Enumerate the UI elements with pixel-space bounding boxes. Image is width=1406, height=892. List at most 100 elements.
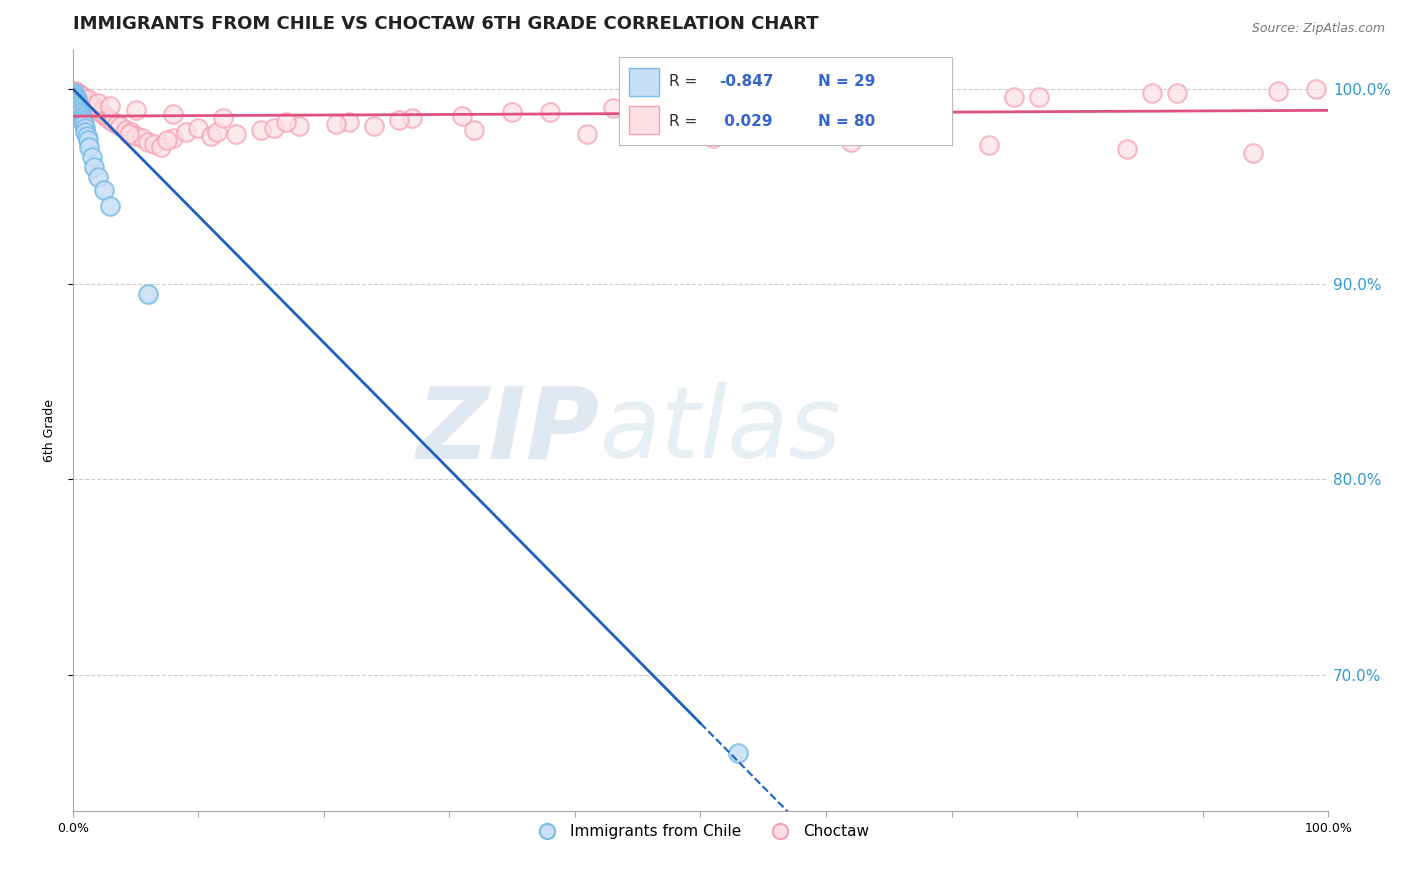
Point xyxy=(839,135,862,149)
Point xyxy=(65,86,87,100)
Point xyxy=(66,97,89,112)
Point xyxy=(162,107,184,121)
Point xyxy=(136,286,159,301)
Point xyxy=(65,84,87,98)
Point xyxy=(70,111,93,125)
Point xyxy=(65,95,87,110)
Point xyxy=(63,86,86,100)
Point xyxy=(727,746,749,760)
Point xyxy=(73,92,96,106)
Point xyxy=(93,183,115,197)
Point xyxy=(263,120,285,135)
Point xyxy=(1142,86,1164,100)
Point xyxy=(94,109,117,123)
Point xyxy=(77,140,100,154)
Point xyxy=(87,95,110,110)
Point xyxy=(979,138,1001,153)
Point xyxy=(156,133,179,147)
Point xyxy=(638,102,661,116)
Point xyxy=(149,140,172,154)
Point xyxy=(463,123,485,137)
Point xyxy=(75,92,97,106)
Point xyxy=(1305,82,1327,96)
Point xyxy=(187,120,209,135)
Point xyxy=(890,94,912,108)
Point xyxy=(77,95,100,110)
Point xyxy=(576,127,599,141)
Point xyxy=(1116,142,1139,156)
Point xyxy=(162,130,184,145)
Text: Source: ZipAtlas.com: Source: ZipAtlas.com xyxy=(1251,22,1385,36)
Point xyxy=(388,113,411,128)
Point xyxy=(75,120,97,135)
Point xyxy=(120,125,142,139)
Point xyxy=(67,102,90,116)
Point xyxy=(91,107,114,121)
Point xyxy=(65,89,87,103)
Point xyxy=(72,113,94,128)
Point xyxy=(1002,89,1025,103)
Point xyxy=(865,94,887,108)
Point xyxy=(76,128,98,143)
Point xyxy=(205,125,228,139)
Point xyxy=(765,97,787,112)
Point xyxy=(75,125,97,139)
Point xyxy=(124,128,146,143)
Point xyxy=(79,97,101,112)
Point xyxy=(727,97,749,112)
Point xyxy=(337,115,360,129)
Text: atlas: atlas xyxy=(600,382,842,479)
Text: ZIP: ZIP xyxy=(418,382,600,479)
Point xyxy=(69,87,91,102)
Point xyxy=(1241,146,1264,161)
Point xyxy=(114,123,136,137)
Point xyxy=(84,102,107,116)
Text: IMMIGRANTS FROM CHILE VS CHOCTAW 6TH GRADE CORRELATION CHART: IMMIGRANTS FROM CHILE VS CHOCTAW 6TH GRA… xyxy=(73,15,818,33)
Point xyxy=(200,128,222,143)
Point xyxy=(100,99,122,113)
Legend: Immigrants from Chile, Choctaw: Immigrants from Chile, Choctaw xyxy=(526,818,875,846)
Point xyxy=(73,117,96,131)
Point xyxy=(501,105,523,120)
Point xyxy=(225,127,247,141)
Point xyxy=(63,84,86,98)
Point xyxy=(212,111,235,125)
Point xyxy=(451,109,474,123)
Point xyxy=(136,135,159,149)
Point xyxy=(69,107,91,121)
Point xyxy=(87,103,110,118)
Point xyxy=(105,117,128,131)
Point xyxy=(1166,86,1188,100)
Point xyxy=(76,94,98,108)
Point xyxy=(143,136,166,151)
Point xyxy=(118,127,141,141)
Point xyxy=(66,99,89,113)
Point xyxy=(65,94,87,108)
Point xyxy=(87,169,110,184)
Point xyxy=(66,86,89,100)
Point xyxy=(69,105,91,120)
Point xyxy=(83,160,105,174)
Point xyxy=(100,113,122,128)
Point xyxy=(602,102,624,116)
Point xyxy=(97,111,120,125)
Point xyxy=(65,87,87,102)
Point xyxy=(76,92,98,106)
Point xyxy=(363,119,385,133)
Point xyxy=(250,123,273,137)
Point xyxy=(124,103,146,118)
Point xyxy=(538,105,561,120)
Point xyxy=(80,150,103,164)
Point xyxy=(69,87,91,102)
Point xyxy=(101,115,124,129)
Point xyxy=(72,115,94,129)
Point xyxy=(100,199,122,213)
Point xyxy=(76,95,98,110)
Point xyxy=(65,86,87,100)
Point xyxy=(70,89,93,103)
Point xyxy=(131,130,153,145)
Y-axis label: 6th Grade: 6th Grade xyxy=(44,399,56,462)
Point xyxy=(702,130,724,145)
Point xyxy=(67,103,90,118)
Point xyxy=(325,117,347,131)
